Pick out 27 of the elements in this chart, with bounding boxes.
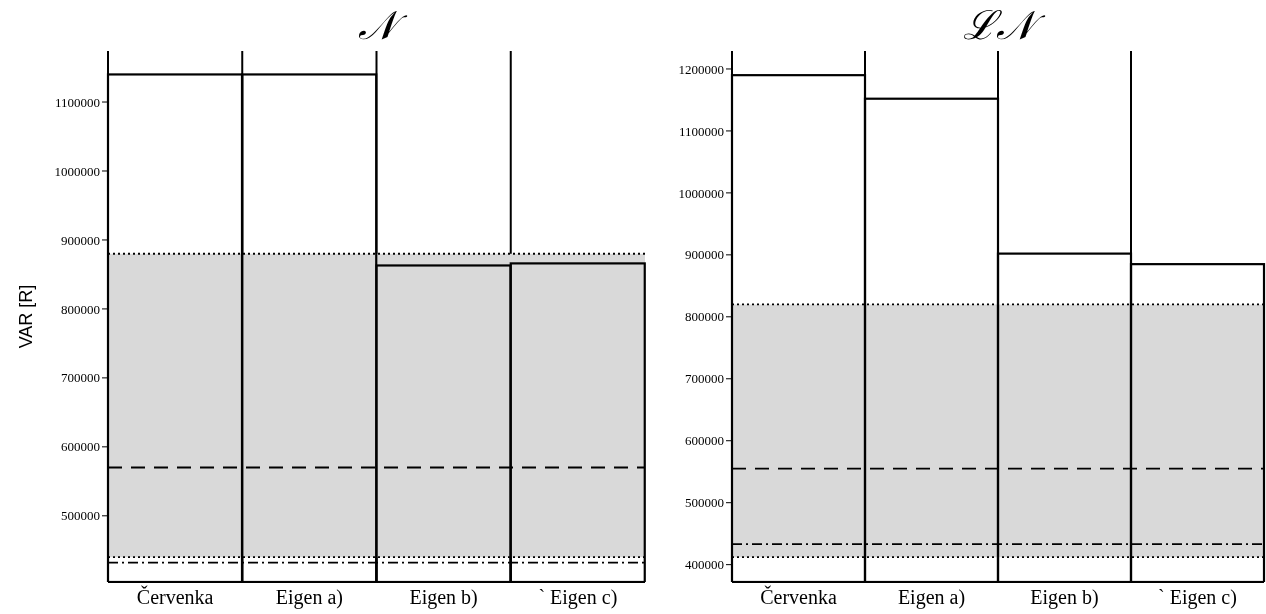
x-tick-label: ` Eigen c) <box>1158 586 1237 610</box>
y-tick-label: 400000 <box>685 557 724 573</box>
x-tick-label: Eigen b) <box>1030 586 1099 610</box>
y-tick-label: 800000 <box>685 309 724 325</box>
y-tick-label: 1100000 <box>54 94 100 110</box>
y-tick-label: 900000 <box>61 232 100 248</box>
x-tick-label: ` Eigen c) <box>538 586 618 610</box>
y-tick-label: 500000 <box>685 495 724 511</box>
y-tick-label: 500000 <box>61 508 100 524</box>
y-tick-label: 800000 <box>61 301 100 317</box>
y-tick-label: 700000 <box>685 371 724 387</box>
x-tick-label: Červenka <box>760 585 837 609</box>
y-tick-label: 1200000 <box>678 61 724 77</box>
y-tick-label: 600000 <box>685 433 724 449</box>
y-tick-label: 600000 <box>61 439 100 455</box>
x-tick-label: Eigen a) <box>897 586 966 610</box>
y-tick-label: 1100000 <box>678 123 724 139</box>
y-axis-title: VAR [R] <box>16 284 37 349</box>
y-tick-label: 900000 <box>685 247 724 263</box>
y-tick-label: 1000000 <box>54 163 100 179</box>
x-tick-label: Červenka <box>136 585 214 609</box>
y-tick-label: 700000 <box>61 370 100 386</box>
x-tick-label: Eigen b) <box>409 586 478 610</box>
x-tick-label: Eigen a) <box>275 586 343 610</box>
y-tick-label: 1000000 <box>678 185 724 201</box>
chart-title: ℒ𝒩 <box>961 2 1046 48</box>
chart-title: 𝒩 <box>356 2 408 48</box>
